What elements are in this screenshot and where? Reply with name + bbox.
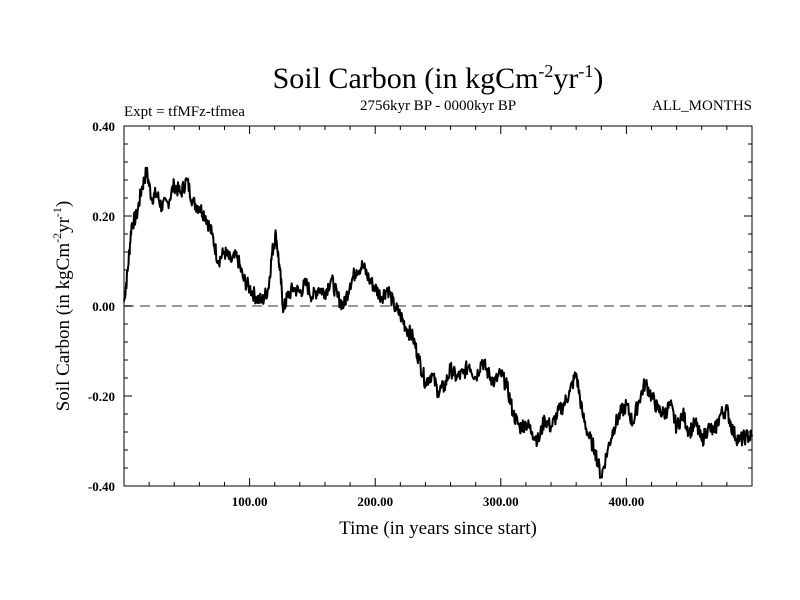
subtitle-experiment: Expt = tfMFz-tfmea [124, 104, 245, 120]
axis-ticks [124, 125, 752, 487]
y-tick-label: 0.00 [92, 299, 115, 314]
subtitle-period: 2756kyr BP - 0000kyr BP [360, 98, 516, 114]
x-tick-label: 300.00 [483, 494, 519, 509]
x-tick-label: 200.00 [357, 494, 393, 509]
y-tick-label: -0.20 [88, 389, 115, 404]
y-tick-label: 0.20 [92, 209, 115, 224]
y-tick-label: -0.40 [88, 479, 115, 494]
x-axis-label: Time (in years since start) [339, 518, 537, 539]
x-tick-label: 100.00 [232, 494, 268, 509]
series-line-soil-carbon [123, 166, 753, 479]
y-axis-label: Soil Carbon (in kgCm-2yr-1) [50, 201, 74, 412]
axis-tick-labels: 100.00 200.00 300.00 400.00 -0.40 -0.20 0.00 0.… [88, 119, 644, 509]
chart-title: Soil Carbon (in kgCm-2yr-1) [273, 61, 604, 95]
subtitle-months: ALL_MONTHS [652, 98, 752, 114]
y-tick-label: 0.40 [92, 119, 115, 134]
x-tick-label: 400.00 [609, 494, 645, 509]
